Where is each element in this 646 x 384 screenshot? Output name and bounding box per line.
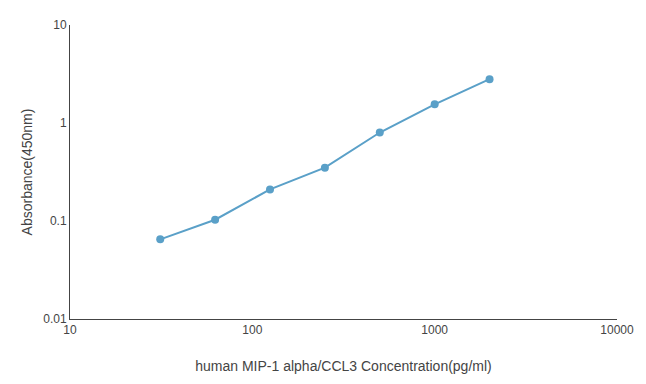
svg-text:human MIP-1 alpha/CCL3 Concent: human MIP-1 alpha/CCL3 Concentration(pg/… [195, 358, 491, 374]
svg-text:1: 1 [60, 116, 67, 130]
svg-text:10: 10 [53, 18, 67, 32]
svg-text:Absorbance(450nm): Absorbance(450nm) [19, 109, 35, 236]
svg-text:100: 100 [242, 323, 262, 337]
svg-text:1000: 1000 [421, 323, 448, 337]
svg-text:10: 10 [63, 323, 77, 337]
svg-text:0.1: 0.1 [50, 214, 67, 228]
svg-text:10000: 10000 [600, 323, 634, 337]
svg-text:0.01: 0.01 [43, 312, 67, 326]
